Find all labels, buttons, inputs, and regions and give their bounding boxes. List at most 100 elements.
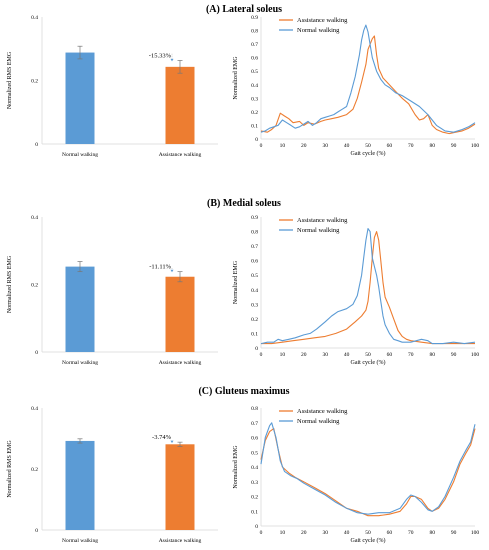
bar-normal [65, 440, 95, 530]
y-tick-label: 0.2 [251, 110, 258, 116]
y-tick-label: 0 [255, 524, 258, 530]
series-line-assist [261, 231, 475, 345]
percent-change-label: -15.33% [149, 52, 172, 59]
y-tick-label: 0 [255, 137, 258, 143]
legend-label: Normal walking [297, 227, 340, 234]
x-tick-label: 30 [322, 530, 328, 536]
y-tick-label: 0.6 [251, 436, 258, 442]
y-tick-label: 0.2 [31, 283, 38, 289]
y-tick-label: 0.3 [251, 302, 258, 308]
y-tick-label: 0.4 [31, 215, 38, 221]
series-line-assist [260, 35, 476, 135]
legend-label: Assistance walking [297, 17, 348, 24]
x-tick-label: 50 [365, 530, 371, 536]
y-tick-label: 0.4 [31, 15, 38, 21]
y-tick-label: 0.5 [251, 450, 258, 456]
bar-assist [165, 276, 195, 352]
x-tick-label: 100 [471, 530, 480, 536]
y-tick-label: 0.2 [251, 495, 258, 501]
x-tick-label: 0 [260, 143, 263, 149]
x-tick-label: 100 [471, 143, 480, 149]
x-tick-label: 70 [408, 530, 414, 536]
x-tick-label: 80 [429, 143, 435, 149]
x-tick-label: 10 [280, 143, 286, 149]
legend-label: Normal walking [297, 27, 340, 34]
y-tick-label: 0.7 [251, 421, 258, 427]
x-tick-label: 50 [365, 352, 371, 358]
y-tick-label: 0.5 [251, 273, 258, 279]
y-tick-label: 0.1 [251, 123, 258, 129]
y-tick-label: 0.3 [251, 480, 258, 486]
x-tick-label: 100 [471, 352, 480, 358]
x-tick-label: 80 [429, 530, 435, 536]
legend-label: Assistance walking [297, 408, 348, 415]
y-tick-label: 0.8 [251, 406, 258, 412]
y-axis-label: Normalized RMS EMG [7, 255, 13, 313]
bar-chart: 0 0.2 0.4 Normalized RMS EMG Normal walking A… [7, 215, 218, 366]
y-tick-label: 0 [35, 528, 38, 534]
panel-title: (B) Medial soleus [207, 198, 281, 209]
x-tick-label: 90 [451, 143, 457, 149]
y-tick-label: 0.2 [31, 467, 38, 473]
y-axis-label: Normalized EMG [233, 260, 239, 304]
x-tick-label: 40 [344, 143, 350, 149]
y-tick-label: 0.7 [251, 42, 258, 48]
x-tick-label: Assistance walking [159, 538, 202, 544]
y-tick-label: 0.3 [251, 96, 258, 102]
x-tick-label: 40 [344, 530, 350, 536]
series-line-normal [260, 422, 476, 515]
y-tick-label: 0.8 [251, 230, 258, 236]
y-tick-label: 0.4 [251, 288, 258, 294]
arrow-head-icon [170, 58, 174, 62]
bar-chart: 0 0.2 0.4 Normalized RMS EMG Normal walking A… [7, 406, 218, 544]
y-tick-label: 0.2 [251, 317, 258, 323]
x-tick-label: 30 [322, 143, 328, 149]
y-tick-label: 0 [255, 346, 258, 352]
y-tick-label: 0.5 [251, 69, 258, 75]
y-tick-label: 0.1 [251, 509, 258, 515]
y-axis-label: Normalized RMS EMG [7, 51, 13, 109]
x-axis-label: Gait cycle (%) [351, 150, 386, 157]
bar-assist [165, 444, 195, 530]
line-chart: 0 0.1 0.2 0.3 0.4 0.5 0.6 0.7 0.8 0 10 20 30 40 50 60 70… [233, 406, 479, 544]
series-line-normal [260, 24, 476, 133]
x-tick-label: 10 [280, 530, 286, 536]
x-tick-label: 20 [301, 530, 307, 536]
bar-assist [165, 66, 195, 144]
percent-change-label: -3.74% [152, 434, 172, 441]
x-tick-label: 60 [387, 352, 393, 358]
x-tick-label: Normal walking [62, 152, 98, 158]
y-tick-label: 0 [35, 350, 38, 356]
y-tick-label: 0.4 [251, 83, 258, 89]
bar-chart: 0 0.2 0.4 Normalized RMS EMG Normal walking A… [7, 15, 218, 158]
series-line-assist [260, 428, 476, 517]
y-tick-label: 0.7 [251, 244, 258, 250]
x-tick-label: 90 [451, 530, 457, 536]
x-tick-label: 50 [365, 143, 371, 149]
y-axis-label: Normalized EMG [233, 56, 239, 100]
panel-title: (C) Gluteus maximus [198, 386, 289, 397]
panel-a: (A) Lateral soleus 0 0.2 0.4 Normalized RMS … [7, 4, 479, 158]
x-tick-label: Normal walking [62, 538, 98, 544]
bar-normal [65, 266, 95, 352]
y-tick-label: 0.4 [251, 465, 258, 471]
y-tick-label: 0.2 [31, 79, 38, 85]
arrow-head-icon [170, 269, 174, 273]
panel-title: (A) Lateral soleus [206, 4, 282, 15]
panel-b: (B) Medial soleus 0 0.2 0.4 Normalized RMS E… [7, 198, 479, 366]
y-tick-label: 0.9 [251, 15, 258, 21]
x-tick-label: 30 [322, 352, 328, 358]
legend-label: Assistance walking [297, 217, 348, 224]
x-tick-label: 60 [387, 143, 393, 149]
y-tick-label: 0.9 [251, 215, 258, 221]
x-tick-label: 0 [260, 352, 263, 358]
x-tick-label: 90 [451, 352, 457, 358]
percent-change-label: -11.11% [149, 263, 171, 270]
arrow-head-icon [170, 440, 174, 444]
x-tick-label: 20 [301, 352, 307, 358]
series-line-normal [260, 228, 476, 345]
x-axis-label: Gait cycle (%) [351, 537, 386, 544]
y-axis-label: Normalized EMG [233, 445, 239, 489]
x-tick-label: Assistance walking [159, 360, 202, 366]
